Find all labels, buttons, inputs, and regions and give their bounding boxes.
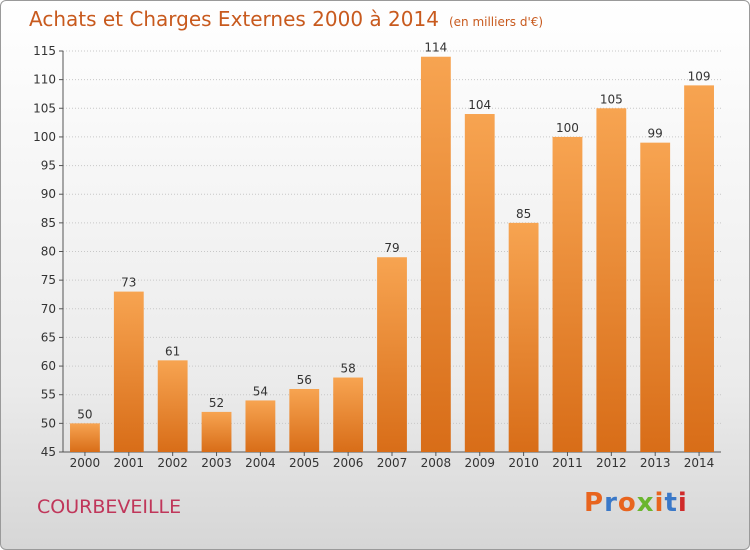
proxiti-logo: Proxiti: [584, 488, 688, 518]
data-labels: 50 73 61 52 54 56 58 79 114 104 85 100 105 99 109: [77, 41, 710, 422]
y-tick-label: 115: [33, 44, 56, 58]
bar: [377, 257, 407, 452]
y-tick-label: 55: [41, 388, 56, 402]
y-tick-label: 110: [33, 73, 56, 87]
data-label: 99: [648, 127, 663, 141]
y-tick-label: 75: [41, 273, 56, 287]
city-name: COURBEVEILLE: [37, 496, 182, 518]
bar: [113, 291, 144, 452]
y-tick-label: 45: [41, 445, 56, 459]
logo-letter: P: [584, 488, 605, 518]
x-tick-label: 2002: [157, 456, 188, 470]
y-tick-label: 65: [41, 330, 56, 344]
logo-letter: r: [604, 488, 618, 518]
axes: 45 50 55 60 65 70 75 80 85 90 95 100 105 110 115 2000 20…: [33, 44, 721, 470]
data-label: 114: [424, 41, 447, 55]
bar: [70, 423, 100, 452]
bar: [245, 400, 276, 452]
logo-letter: i: [654, 488, 665, 518]
bars: [70, 56, 714, 453]
y-tick-label: 70: [41, 302, 56, 316]
bar: [596, 108, 627, 453]
bar: [289, 388, 320, 452]
y-tick-label: 100: [33, 130, 56, 144]
data-label: 109: [688, 69, 711, 83]
logo-letter: i: [677, 488, 688, 518]
bar: [684, 85, 714, 452]
x-tick-label: 2014: [684, 456, 715, 470]
data-label: 58: [340, 362, 355, 376]
x-tick-label: 2001: [114, 456, 145, 470]
y-tick-label: 60: [41, 359, 56, 373]
bar: [420, 56, 451, 452]
bar: [508, 222, 539, 452]
x-tick-label: 2003: [201, 456, 232, 470]
data-label: 61: [165, 344, 180, 358]
x-tick-label: 2005: [289, 456, 320, 470]
y-tick-label: 95: [41, 159, 56, 173]
data-label: 52: [209, 396, 224, 410]
y-tick-label: 85: [41, 216, 56, 230]
bar: [201, 411, 232, 452]
y-tick-label: 90: [41, 187, 56, 201]
data-label: 73: [121, 276, 136, 290]
data-label: 104: [468, 98, 491, 112]
x-tick-label: 2013: [640, 456, 671, 470]
x-tick-label: 2006: [333, 456, 364, 470]
data-label: 85: [516, 207, 531, 221]
x-tick-label: 2012: [596, 456, 627, 470]
logo-letter: x: [636, 488, 655, 518]
data-label: 100: [556, 121, 579, 135]
data-label: 50: [77, 407, 92, 421]
x-tick-label: 2004: [245, 456, 276, 470]
x-tick-label: 2010: [508, 456, 539, 470]
logo-letter: o: [617, 488, 637, 518]
y-tick-label: 50: [41, 416, 56, 430]
chart-unit: (en milliers d'€): [448, 15, 544, 29]
x-tick-label: 2008: [421, 456, 452, 470]
data-label: 56: [297, 373, 312, 387]
logo-letter: t: [664, 488, 678, 518]
y-tick-label: 80: [41, 245, 56, 259]
chart-title-text: Achats et Charges Externes 2000 à 2014: [29, 7, 439, 31]
chart-title: Achats et Charges Externes 2000 à 2014 (e…: [29, 7, 543, 31]
x-tick-label: 2009: [464, 456, 495, 470]
x-tick-label: 2011: [552, 456, 583, 470]
bar: [333, 377, 364, 452]
data-label: 79: [384, 241, 399, 255]
y-tick-label: 105: [33, 101, 56, 115]
bar: [640, 142, 671, 452]
x-tick-label: 2000: [70, 456, 101, 470]
bar: [552, 136, 583, 452]
data-label: 54: [253, 384, 268, 398]
data-label: 105: [600, 92, 623, 106]
bar: [157, 360, 188, 452]
bar: [464, 114, 495, 452]
x-tick-label: 2007: [377, 456, 408, 470]
